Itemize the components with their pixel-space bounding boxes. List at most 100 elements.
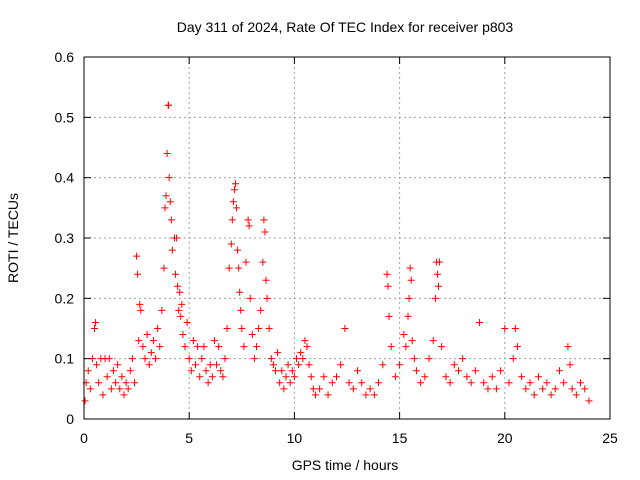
data-point: [158, 306, 166, 314]
data-point: [99, 391, 107, 399]
data-point: [295, 361, 303, 369]
data-point: [316, 385, 324, 393]
data-point: [511, 325, 519, 332]
data-point: [149, 337, 157, 345]
data-point: [431, 294, 439, 302]
data-point: [248, 331, 256, 339]
data-point: [187, 367, 195, 375]
data-point: [375, 379, 383, 387]
data-point: [177, 312, 185, 320]
data-point: [572, 391, 580, 399]
data-point: [185, 355, 193, 363]
data-point: [476, 318, 484, 326]
data-point: [518, 373, 526, 381]
data-point: [223, 325, 231, 332]
data-point: [463, 373, 471, 381]
data-point: [257, 306, 265, 314]
data-point: [433, 270, 441, 278]
data-point: [410, 355, 418, 363]
data-point: [274, 349, 282, 357]
data-point: [130, 379, 138, 387]
data-point: [354, 367, 362, 375]
data-point: [202, 367, 210, 375]
data-point: [332, 373, 340, 381]
data-point: [240, 343, 248, 351]
data-point: [204, 379, 212, 387]
data-point: [128, 355, 136, 363]
data-point: [174, 282, 182, 290]
data-point: [404, 312, 412, 320]
data-point: [556, 367, 564, 375]
data-point: [163, 150, 171, 158]
data-point: [92, 318, 100, 326]
data-point: [126, 367, 134, 375]
data-point: [405, 294, 413, 302]
data-point: [522, 385, 530, 393]
data-point: [560, 379, 568, 387]
data-point: [172, 270, 180, 278]
data-point: [267, 355, 275, 363]
chart-title: Day 311 of 2024, Rate Of TEC Index for r…: [177, 19, 514, 35]
data-point: [577, 379, 585, 387]
data-point: [379, 361, 387, 369]
data-point: [450, 361, 458, 369]
data-point: [263, 294, 271, 302]
y-tick-label: 0.1: [55, 351, 75, 367]
data-point: [238, 325, 246, 332]
data-point: [492, 385, 500, 393]
data-point: [467, 379, 475, 387]
y-tick-label: 0.3: [55, 230, 75, 246]
data-point: [242, 258, 250, 266]
data-point: [178, 300, 186, 308]
data-point: [501, 325, 509, 332]
data-point: [112, 379, 120, 387]
data-point: [293, 355, 301, 363]
data-point: [408, 337, 416, 345]
x-tick-label: 25: [602, 430, 618, 446]
data-point: [362, 391, 370, 399]
data-point: [497, 367, 505, 375]
data-point: [107, 385, 115, 393]
data-point: [105, 355, 113, 363]
data-point: [311, 391, 319, 399]
data-point: [227, 240, 235, 248]
data-point: [162, 192, 170, 200]
data-point: [86, 385, 94, 393]
x-tick-labels: 0 5 10 15 20 25: [80, 430, 618, 446]
data-point: [139, 343, 147, 351]
data-point: [566, 361, 574, 369]
data-point: [253, 343, 261, 351]
data-point: [236, 288, 244, 296]
data-point: [385, 312, 393, 320]
data-point: [455, 367, 463, 375]
data-point: [206, 361, 214, 369]
data-point: [265, 325, 273, 332]
data-point: [166, 198, 174, 206]
data-point: [513, 343, 521, 351]
data-point: [284, 361, 292, 369]
data-point: [288, 367, 296, 375]
data-point: [245, 222, 253, 230]
x-tick-label: 0: [80, 430, 88, 446]
data-point: [459, 355, 467, 363]
data-point: [421, 373, 429, 381]
data-point: [208, 373, 216, 381]
data-point: [179, 331, 187, 339]
data-point: [173, 234, 181, 242]
data-point: [406, 264, 414, 272]
data-point: [438, 343, 446, 351]
data-point: [137, 306, 145, 314]
data-point: [161, 204, 169, 212]
data-point: [152, 355, 160, 363]
data-point: [95, 379, 103, 387]
data-point: [165, 101, 173, 109]
data-point: [194, 343, 202, 351]
y-tick-label: 0: [66, 411, 74, 427]
x-tick-label: 15: [392, 430, 408, 446]
data-point: [215, 343, 223, 351]
data-point: [198, 355, 206, 363]
data-point: [269, 361, 277, 369]
data-point: [183, 318, 191, 326]
data-point: [320, 373, 328, 381]
